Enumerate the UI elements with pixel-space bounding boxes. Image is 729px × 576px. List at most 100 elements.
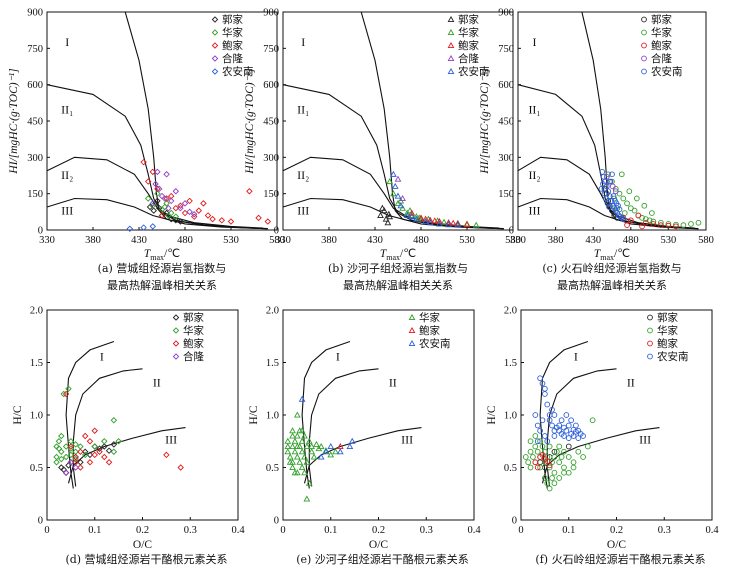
- data-point: [293, 432, 301, 439]
- data-point: [565, 422, 572, 429]
- data-point: [688, 221, 694, 227]
- data-point: [600, 173, 607, 180]
- x-tick-label: 330: [39, 235, 55, 246]
- y-tick-label: 300: [27, 153, 43, 164]
- data-point: [449, 219, 457, 226]
- data-point: [673, 223, 679, 230]
- zone-label: I: [65, 35, 69, 49]
- data-point: [650, 218, 657, 225]
- data-point: [293, 453, 301, 460]
- data-point: [539, 452, 546, 458]
- legend-label: 华家: [458, 26, 479, 39]
- y-tick-label: 750: [263, 44, 279, 55]
- data-point: [177, 204, 184, 212]
- data-point: [200, 200, 207, 207]
- data-point: [532, 412, 539, 418]
- data-point: [58, 432, 65, 440]
- data-point: [609, 183, 616, 190]
- data-point: [246, 188, 253, 195]
- data-point: [556, 459, 563, 466]
- data-point: [673, 221, 679, 228]
- data-point: [58, 455, 65, 463]
- series-农安南: [532, 375, 586, 445]
- data-point: [101, 443, 108, 450]
- data-point: [436, 217, 443, 225]
- x-tick-label: 0.2: [136, 525, 149, 536]
- series-鲍家: [408, 209, 471, 228]
- data-point: [105, 459, 113, 466]
- zone-boundary-curve: [517, 84, 699, 230]
- legend-marker: [447, 67, 455, 75]
- data-point: [620, 216, 627, 222]
- x-tick-label: 0: [518, 525, 523, 536]
- data-point: [633, 195, 640, 202]
- data-point: [546, 462, 553, 469]
- data-point: [140, 158, 147, 166]
- y-tick-label: 0: [274, 226, 279, 237]
- zone-label: II₁: [61, 103, 73, 117]
- data-point: [568, 417, 574, 424]
- data-point: [422, 217, 429, 225]
- data-point: [322, 447, 330, 454]
- zone-boundary-curve: [539, 340, 589, 489]
- data-point: [563, 412, 570, 418]
- legend-marker: [447, 28, 455, 36]
- x-tick-label: 480: [623, 235, 639, 246]
- data-point: [546, 485, 553, 492]
- data-point: [289, 442, 296, 450]
- data-point: [610, 193, 617, 199]
- series-郭家: [377, 204, 394, 226]
- data-point: [72, 441, 79, 448]
- data-point: [546, 417, 553, 424]
- x-tick-label: 480: [177, 235, 193, 246]
- y-tick-label: 450: [27, 117, 43, 128]
- y-tick-label: 0.5: [266, 463, 279, 474]
- zone-label: II₂: [61, 168, 73, 182]
- data-point: [534, 448, 541, 455]
- data-point: [394, 192, 402, 199]
- data-point: [291, 437, 299, 444]
- data-point: [181, 200, 189, 207]
- chart-panel-d: 0 0.1 0.2 0.3 0.400.51.01.52.0O/CH/CIIIIII郭家…: [12, 306, 245, 567]
- data-point: [544, 480, 551, 487]
- y-tick-label: 2.0: [266, 306, 279, 317]
- data-point: [534, 422, 541, 429]
- chart-panel-b: 330 380 430 480 530 5800150300450600750900Tma…: [244, 8, 521, 293]
- data-point: [546, 443, 553, 450]
- data-point: [91, 451, 98, 459]
- data-point: [539, 380, 546, 387]
- data-point: [534, 438, 541, 445]
- panel-caption: (e) 沙河子组烃源岩干酪根元素关系: [296, 552, 469, 566]
- x-tick-label: 0.3: [420, 525, 433, 536]
- data-point: [542, 433, 548, 439]
- zone-boundary-curve: [67, 427, 186, 484]
- data-point: [227, 218, 235, 225]
- y-tick-label: 1.5: [266, 358, 279, 369]
- data-point: [167, 215, 175, 223]
- data-point: [110, 441, 118, 448]
- data-point: [172, 217, 180, 224]
- zone-label: III: [165, 432, 177, 446]
- zone-label: I: [336, 349, 340, 363]
- legend-marker: [211, 42, 219, 49]
- legend-marker: [211, 68, 219, 75]
- data-point: [181, 209, 189, 217]
- data-point: [561, 469, 567, 476]
- data-point: [534, 464, 541, 471]
- data-point: [584, 443, 591, 450]
- y-axis-label: HI/[mgHC·(g·TOC)⁻¹]: [479, 68, 491, 174]
- data-point: [615, 202, 621, 209]
- data-point: [291, 469, 299, 476]
- zone-boundary-curve: [46, 156, 264, 229]
- data-point: [565, 443, 572, 450]
- legend-label: 农安南: [419, 337, 451, 350]
- data-point: [607, 178, 614, 185]
- y-tick-label: 2.0: [504, 306, 517, 317]
- data-point: [603, 173, 610, 180]
- data-point: [551, 469, 558, 476]
- x-tick-label: 430: [585, 235, 601, 246]
- data-point: [152, 180, 159, 188]
- data-point: [298, 437, 306, 444]
- panel-caption: (f) 火石岭组烃源岩干酪根元素关系: [535, 552, 705, 566]
